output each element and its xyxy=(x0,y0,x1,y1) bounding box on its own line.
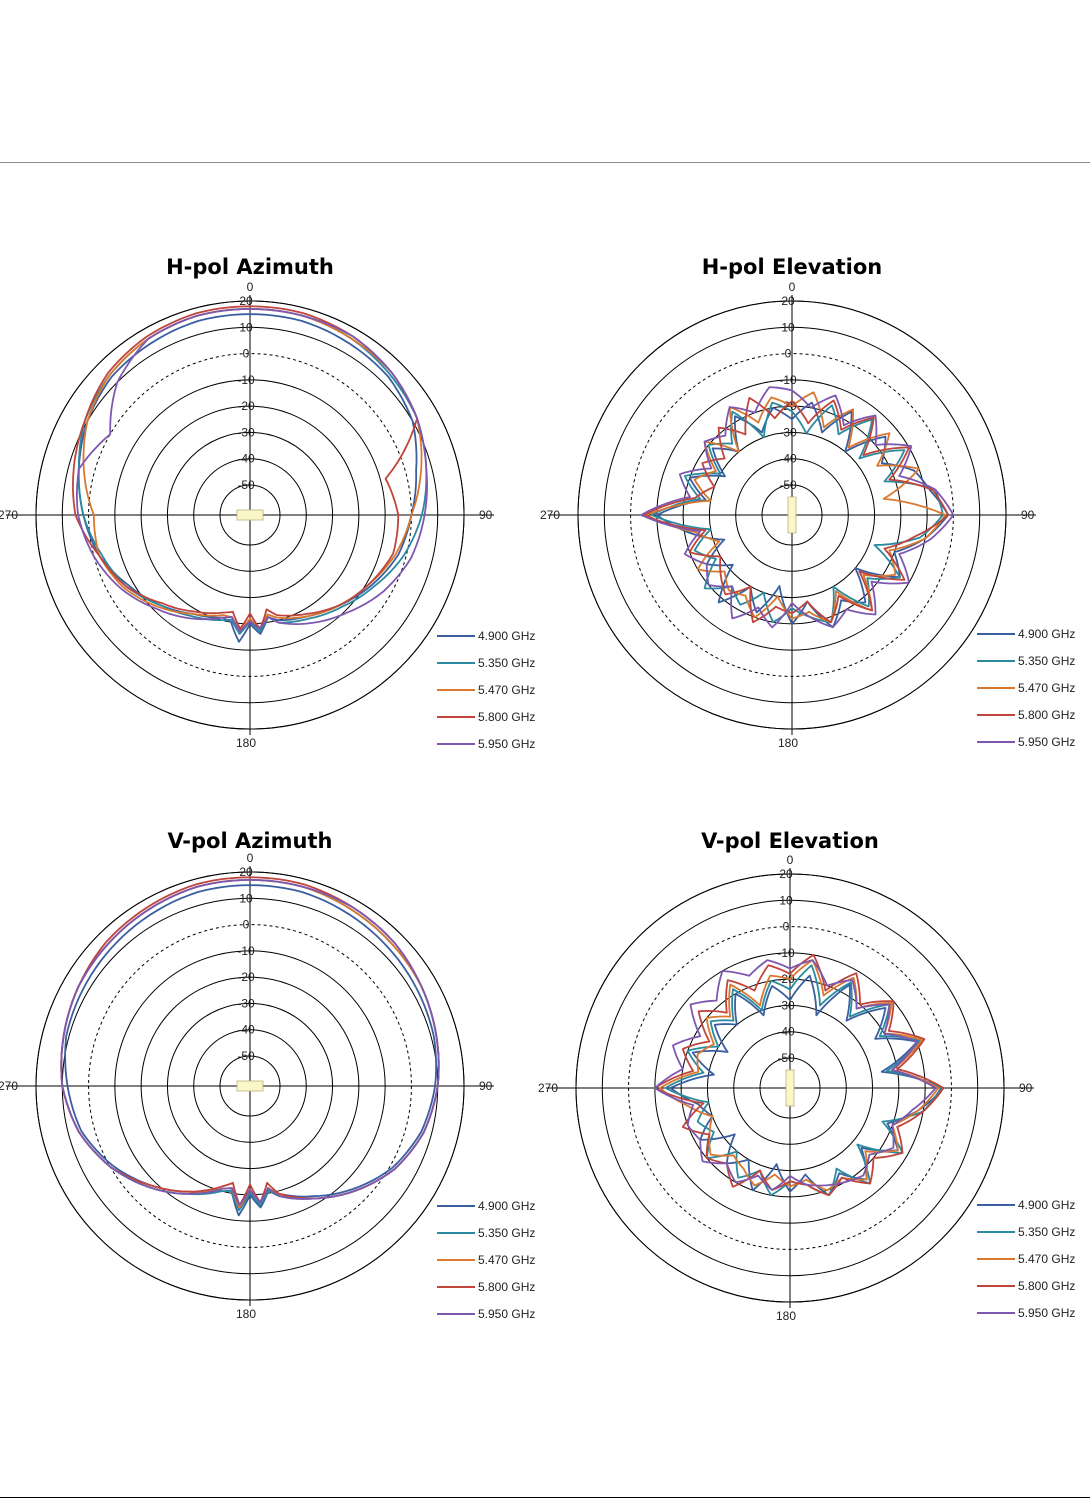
chart-title: H-pol Azimuth xyxy=(166,255,334,279)
series-line xyxy=(645,391,947,624)
chart-title: V-pol Azimuth xyxy=(168,829,333,853)
legend-label: 5.950 GHz xyxy=(1018,735,1075,749)
series-line xyxy=(64,884,437,1217)
radial-tick-label: -50 xyxy=(237,478,255,492)
legend-label: 4.900 GHz xyxy=(1018,627,1075,641)
angle-label-90: 90 xyxy=(1019,1081,1033,1095)
antenna-marker xyxy=(785,1069,795,1107)
radial-tick-label: -50 xyxy=(777,1051,795,1065)
angle-label-0: 0 xyxy=(247,280,254,294)
radial-tick-label: 10 xyxy=(239,891,253,905)
angle-label-270: 270 xyxy=(538,1081,558,1095)
radial-tick-label: -30 xyxy=(237,996,255,1010)
angle-label-270: 270 xyxy=(540,508,560,522)
polar-chart: V-pol Azimuth20100-10-20-30-40-500901802… xyxy=(0,829,535,1321)
legend-label: 5.470 GHz xyxy=(1018,1252,1075,1266)
radial-tick-label: -20 xyxy=(777,972,795,986)
radial-tick-label: -40 xyxy=(779,452,797,466)
series-line xyxy=(76,308,428,633)
series-line xyxy=(650,401,944,624)
legend-label: 5.350 GHz xyxy=(478,656,535,670)
radial-tick-label: 0 xyxy=(243,347,250,361)
legend-label: 5.950 GHz xyxy=(478,737,535,751)
legend-label: 5.350 GHz xyxy=(478,1226,535,1240)
radial-tick-label: -20 xyxy=(237,970,255,984)
radial-tick-label: -40 xyxy=(237,452,255,466)
angle-label-90: 90 xyxy=(479,508,493,522)
series-line xyxy=(664,964,942,1197)
angle-label-0: 0 xyxy=(787,853,794,867)
legend-label: 4.900 GHz xyxy=(478,1199,535,1213)
legend-label: 5.800 GHz xyxy=(478,1280,535,1294)
legend-label: 5.800 GHz xyxy=(478,710,535,724)
radial-tick-label: -40 xyxy=(777,1025,795,1039)
radial-tick-label: -50 xyxy=(779,478,797,492)
radial-tick-label: -20 xyxy=(237,399,255,413)
series-line xyxy=(640,386,955,629)
series-line xyxy=(72,305,418,630)
footer-divider xyxy=(0,1497,1090,1498)
angle-label-0: 0 xyxy=(247,851,254,865)
legend-label: 5.800 GHz xyxy=(1018,708,1075,722)
antenna-marker xyxy=(787,496,797,534)
radial-tick-label: 10 xyxy=(779,893,793,907)
legend-label: 4.900 GHz xyxy=(478,629,535,643)
radial-tick-label: -30 xyxy=(777,998,795,1012)
legend-label: 5.350 GHz xyxy=(1018,654,1075,668)
series-line xyxy=(656,401,950,629)
radial-tick-label: 10 xyxy=(781,320,795,334)
chart-title: H-pol Elevation xyxy=(702,255,883,279)
angle-label-270: 270 xyxy=(0,508,18,522)
legend-label: 5.950 GHz xyxy=(478,1307,535,1321)
radial-tick-label: -10 xyxy=(237,944,255,958)
header-divider xyxy=(0,162,1090,163)
angle-label-180: 180 xyxy=(778,736,798,750)
angle-label-0: 0 xyxy=(789,280,796,294)
angle-label-180: 180 xyxy=(776,1309,796,1323)
series-line xyxy=(60,879,440,1206)
radial-tick-label: 0 xyxy=(785,347,792,361)
angle-label-90: 90 xyxy=(479,1079,493,1093)
radial-tick-label: 0 xyxy=(783,920,790,934)
legend-label: 5.800 GHz xyxy=(1018,1279,1075,1293)
series-line xyxy=(642,397,950,624)
polar-chart: H-pol Elevation20100-10-20-30-40-5009018… xyxy=(540,255,1075,750)
chart-title: V-pol Elevation xyxy=(701,829,879,853)
legend-label: 5.350 GHz xyxy=(1018,1225,1075,1239)
angle-label-270: 270 xyxy=(0,1079,18,1093)
radial-tick-label: -10 xyxy=(777,946,795,960)
series-line xyxy=(669,974,945,1197)
radial-tick-label: -40 xyxy=(237,1023,255,1037)
antenna-marker xyxy=(236,1080,264,1092)
radial-tick-label: -30 xyxy=(237,425,255,439)
legend-label: 5.470 GHz xyxy=(478,1253,535,1267)
radial-tick-label: -30 xyxy=(779,425,797,439)
angle-label-90: 90 xyxy=(1021,508,1035,522)
legend-label: 4.900 GHz xyxy=(1018,1198,1075,1212)
radial-tick-label: -10 xyxy=(779,373,797,387)
radial-tick-label: 20 xyxy=(779,867,793,881)
radial-tick-label: 20 xyxy=(781,294,795,308)
radial-tick-label: -10 xyxy=(237,373,255,387)
polar-chart: H-pol Azimuth20100-10-20-30-40-500901802… xyxy=(0,255,535,751)
radial-tick-label: 0 xyxy=(243,918,250,932)
radial-tick-label: 10 xyxy=(239,320,253,334)
legend-label: 5.470 GHz xyxy=(478,683,535,697)
angle-label-180: 180 xyxy=(236,736,256,750)
polar-chart: V-pol Elevation 20 10 0 -10 -20 -30 -40 -50 0 90 18… xyxy=(538,829,1075,1323)
angle-label-180: 180 xyxy=(236,1307,256,1321)
radial-tick-label: -50 xyxy=(237,1049,255,1063)
antenna-marker xyxy=(236,509,264,521)
series-line xyxy=(654,959,937,1191)
legend-label: 5.470 GHz xyxy=(1018,681,1075,695)
series-line xyxy=(654,954,945,1197)
series-line xyxy=(82,308,423,633)
legend-label: 5.950 GHz xyxy=(1018,1306,1075,1320)
